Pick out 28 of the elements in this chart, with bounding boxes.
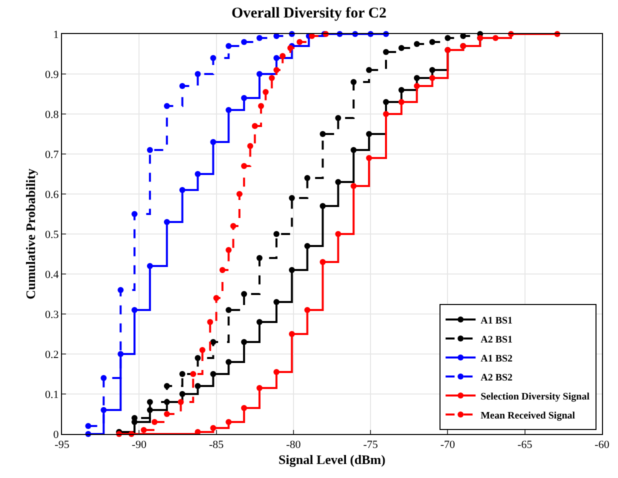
legend-label: A2 BS1 [480, 334, 513, 346]
x-tick-label: -65 [518, 439, 533, 452]
y-tick-label: 0.5 [45, 228, 60, 241]
x-tick-label: -85 [208, 439, 224, 452]
y-tick-label: 0.6 [45, 188, 60, 201]
legend-label: Selection Diversity Signal [480, 391, 590, 402]
legend-label: A1 BS1 [480, 315, 513, 326]
y-tick-label: 0.4 [45, 268, 60, 281]
x-tick-label: -90 [132, 439, 147, 452]
legend-label: Mean Received Signal [480, 410, 576, 422]
x-tick-label: -80 [286, 439, 302, 452]
x-axis-title: Signal Level (dBm) [278, 452, 386, 467]
y-tick-label: 0 [53, 428, 60, 441]
x-tick-label: -60 [594, 439, 610, 452]
y-tick-label: 0.1 [45, 388, 59, 401]
y-tick-label: 0.3 [45, 308, 60, 321]
legend-label: A1 BS2 [480, 353, 513, 364]
x-tick-label: -75 [363, 439, 378, 452]
y-tick-label: 0.8 [45, 108, 60, 121]
chart-title: Overall Diversity for C2 [231, 6, 387, 22]
y-tick-label: 0.2 [45, 348, 59, 361]
y-tick-label: 0.9 [45, 68, 60, 81]
y-tick-label: 0.7 [45, 148, 60, 161]
x-tick-label: -95 [54, 439, 70, 452]
y-tick-label: 1 [53, 28, 59, 41]
x-tick-label: -70 [440, 439, 456, 452]
legend-label: A2 BS2 [480, 372, 513, 384]
y-axis-title: Cumulative Probability [23, 168, 38, 300]
